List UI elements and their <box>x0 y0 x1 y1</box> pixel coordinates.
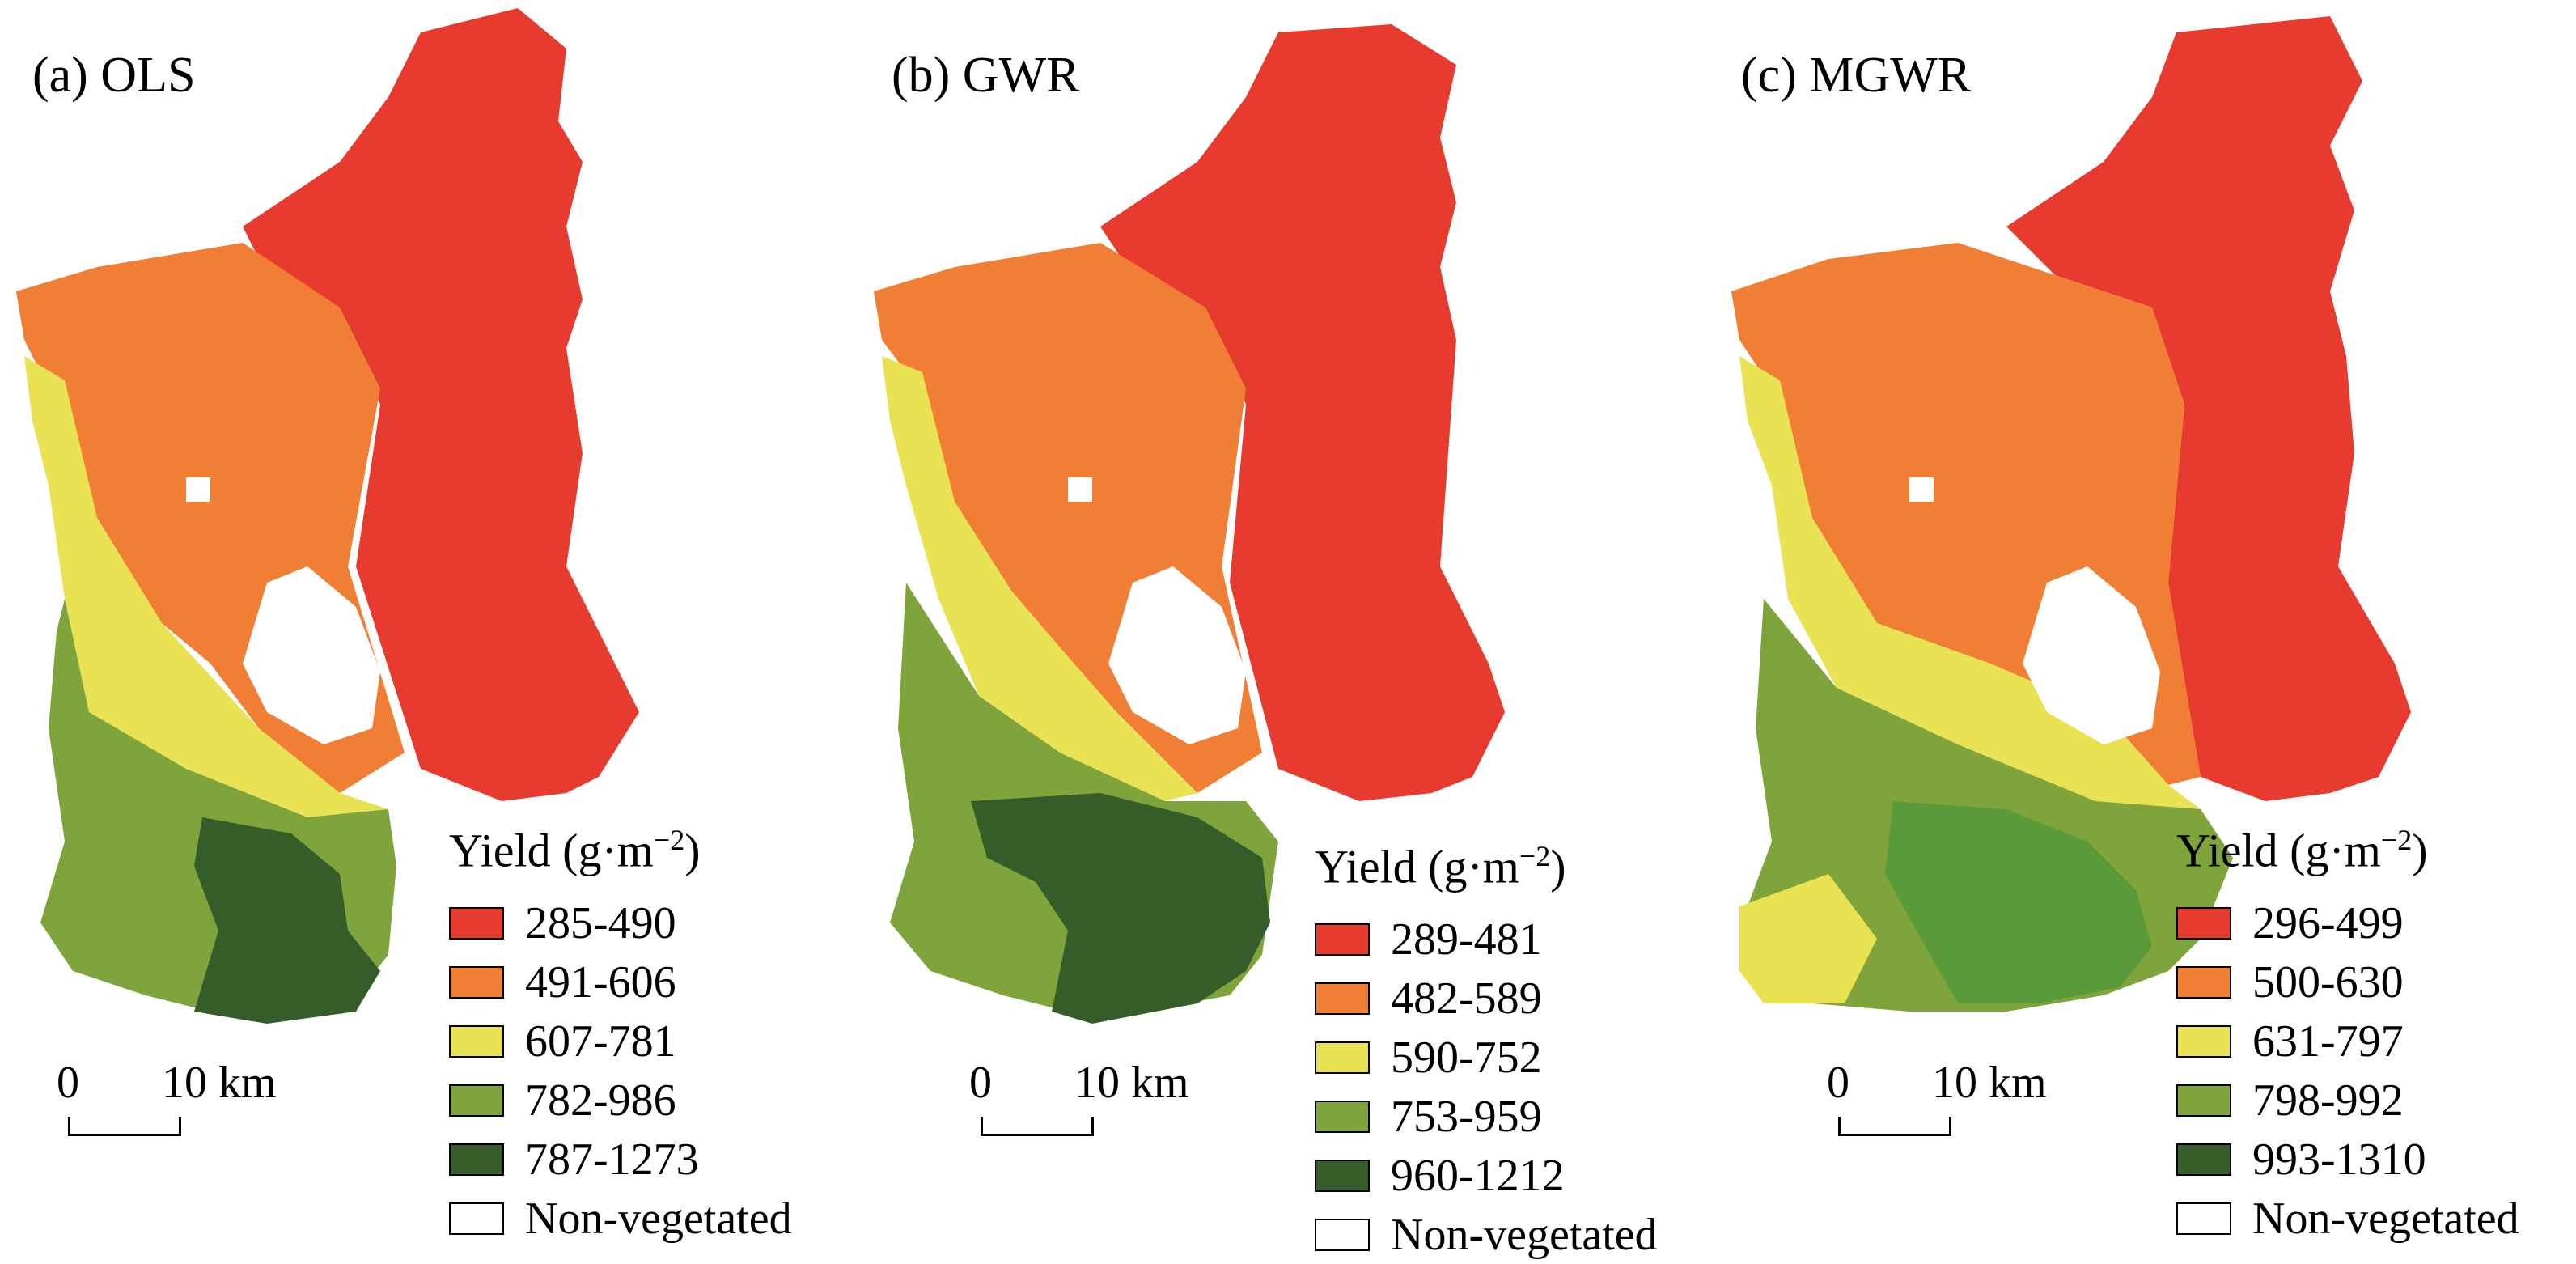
legend-label: 787-1273 <box>525 1134 699 1185</box>
legend-swatch <box>449 965 504 999</box>
scale-label-zero: 0 <box>1827 1058 1849 1108</box>
legend-swatch <box>2176 1202 2231 1235</box>
legend-label: 798-992 <box>2252 1075 2404 1126</box>
legend-label: 607-781 <box>525 1016 676 1067</box>
legend-swatch <box>1315 923 1370 956</box>
scale-bar: 0 10 km <box>969 1060 1228 1149</box>
panel-gwr: (b) GWR Yield (g·m−2) 289-481 482-589 59… <box>858 0 1715 1258</box>
legend-title: Yield (g·m−2) <box>2176 824 2428 877</box>
panel-title: (a) OLS <box>32 48 196 103</box>
legend-label: 285-490 <box>525 897 676 948</box>
map-region-red <box>1100 24 1505 801</box>
legend: Yield (g·m−2) 285-490 491-606 607-781 78… <box>449 825 792 1248</box>
scale-label-zero: 0 <box>969 1058 992 1108</box>
legend-swatch <box>449 906 504 940</box>
legend-swatch <box>449 1202 504 1235</box>
legend-label: 960-1212 <box>1391 1150 1565 1201</box>
legend-item: 782-986 <box>449 1071 792 1130</box>
scale-line <box>68 1117 181 1136</box>
legend-label: 993-1310 <box>2252 1134 2426 1185</box>
legend-label: 590-752 <box>1391 1032 1542 1083</box>
map-region-white <box>2023 566 2160 744</box>
scale-line <box>1838 1117 1951 1136</box>
scale-label-ten: 10 km <box>162 1058 277 1108</box>
legend-swatch <box>2176 1024 2231 1058</box>
legend-item: 285-490 <box>449 893 792 952</box>
legend-item: Non-vegetated <box>449 1189 792 1248</box>
legend-label: 500-630 <box>2252 956 2404 1007</box>
map-region-yellow <box>1739 356 2201 809</box>
legend-swatch <box>1315 982 1370 1015</box>
map-region-red <box>243 8 639 801</box>
map-mgwr <box>1731 16 2411 1012</box>
map-region-white-patch <box>1909 477 1934 502</box>
legend-swatch <box>449 1024 504 1058</box>
map-region-darkgreen <box>971 793 1270 1024</box>
legend-label: 491-606 <box>525 956 676 1007</box>
legend-item: 607-781 <box>449 1012 792 1071</box>
scale-bar: 0 10 km <box>1827 1060 2086 1149</box>
legend-label: 753-959 <box>1391 1091 1542 1142</box>
legend: Yield (g·m−2) 289-481 482-589 590-752 75… <box>1315 842 1658 1264</box>
legend-swatch <box>449 1143 504 1176</box>
legend-item: 993-1310 <box>2176 1130 2519 1189</box>
map-region-yellow-south <box>1739 874 1877 1003</box>
scale-bar: 0 10 km <box>57 1060 316 1149</box>
legend-label: Non-vegetated <box>525 1193 792 1244</box>
scale-label-zero: 0 <box>57 1058 79 1108</box>
legend-label: 296-499 <box>2252 897 2404 948</box>
legend-swatch <box>1315 1041 1370 1074</box>
legend-label: 482-589 <box>1391 973 1542 1024</box>
legend-item: 296-499 <box>2176 893 2519 952</box>
legend-item: 482-589 <box>1315 969 1658 1028</box>
legend-swatch <box>2176 1084 2231 1117</box>
legend-swatch <box>449 1084 504 1117</box>
legend-item: 500-630 <box>2176 952 2519 1012</box>
legend-label: Non-vegetated <box>1391 1209 1658 1260</box>
legend: Yield (g·m−2) 296-499 500-630 631-797 79… <box>2176 825 2519 1248</box>
map-region-darkgreen <box>194 817 380 1024</box>
legend-label: 782-986 <box>525 1075 676 1126</box>
map-region-red <box>2006 16 2411 801</box>
legend-item: 960-1212 <box>1315 1146 1658 1205</box>
legend-item: Non-vegetated <box>2176 1189 2519 1248</box>
legend-item: 798-992 <box>2176 1071 2519 1130</box>
map-region-yellow <box>24 356 388 817</box>
legend-item: 289-481 <box>1315 910 1658 969</box>
legend-swatch <box>2176 965 2231 999</box>
scale-label-ten: 10 km <box>1932 1058 2047 1108</box>
panel-title: (b) GWR <box>892 48 1080 103</box>
legend-item: 753-959 <box>1315 1087 1658 1146</box>
legend-item: 631-797 <box>2176 1012 2519 1071</box>
map-region-white <box>1108 566 1246 744</box>
scale-label-ten: 10 km <box>1074 1058 1189 1108</box>
panel-title: (c) MGWR <box>1741 48 1972 103</box>
legend-label: 631-797 <box>2252 1016 2404 1067</box>
map-region-yellow <box>882 356 1197 801</box>
scale-line <box>981 1117 1094 1136</box>
legend-label: 289-481 <box>1391 914 1542 965</box>
panel-mgwr: (c) MGWR Yield (g·m−2) 296-499 500-630 6… <box>1715 0 2576 1241</box>
map-region-white <box>243 566 380 744</box>
legend-title: Yield (g·m−2) <box>1315 840 1566 893</box>
legend-item: 787-1273 <box>449 1130 792 1189</box>
map-ols <box>16 8 639 1024</box>
legend-item: Non-vegetated <box>1315 1205 1658 1264</box>
legend-title: Yield (g·m−2) <box>449 824 701 877</box>
map-gwr <box>874 24 1505 1024</box>
legend-swatch <box>1315 1218 1370 1251</box>
legend-swatch <box>2176 1143 2231 1176</box>
legend-label: Non-vegetated <box>2252 1193 2519 1244</box>
map-region-white-patch <box>1068 477 1092 502</box>
legend-item: 491-606 <box>449 952 792 1012</box>
legend-swatch <box>1315 1159 1370 1192</box>
legend-item: 590-752 <box>1315 1028 1658 1087</box>
panel-ols: (a) OLS Yield (g·m−2) 285-490 491-606 60… <box>0 0 858 1241</box>
legend-swatch <box>1315 1100 1370 1133</box>
map-region-white-patch <box>186 477 210 502</box>
map-region-midgreen <box>1885 801 2152 1003</box>
legend-swatch <box>2176 906 2231 940</box>
